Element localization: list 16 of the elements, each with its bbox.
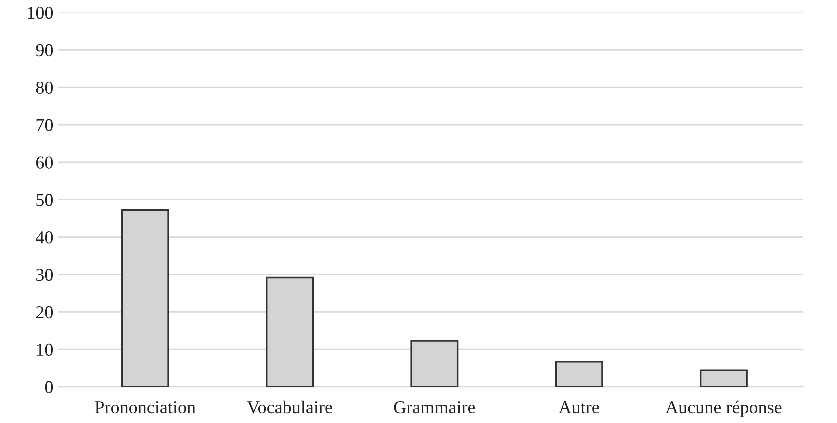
x-tick-label: Vocabulaire: [247, 400, 332, 414]
x-tick-label: Prononciation: [95, 402, 196, 414]
y-tick-label: 50: [36, 194, 54, 206]
x-tick-label: Autre: [558, 402, 600, 414]
y-tick-label: 10: [37, 344, 54, 356]
y-tick-label: 40: [36, 232, 54, 244]
y-tick-label: 30: [36, 268, 54, 282]
y-tick-label: 60: [36, 156, 54, 169]
y-tick-label: 100: [28, 6, 54, 20]
x-tick-label: Aucune réponse: [666, 400, 782, 418]
y-tick-label: 90: [36, 44, 54, 57]
y-tick-label: 20: [36, 306, 54, 319]
x-tick-label: Grammaire: [394, 402, 476, 414]
y-tick-label: 70: [36, 119, 54, 132]
y-tick-label: 80: [36, 82, 54, 94]
y-tick-label: 0: [45, 381, 54, 394]
